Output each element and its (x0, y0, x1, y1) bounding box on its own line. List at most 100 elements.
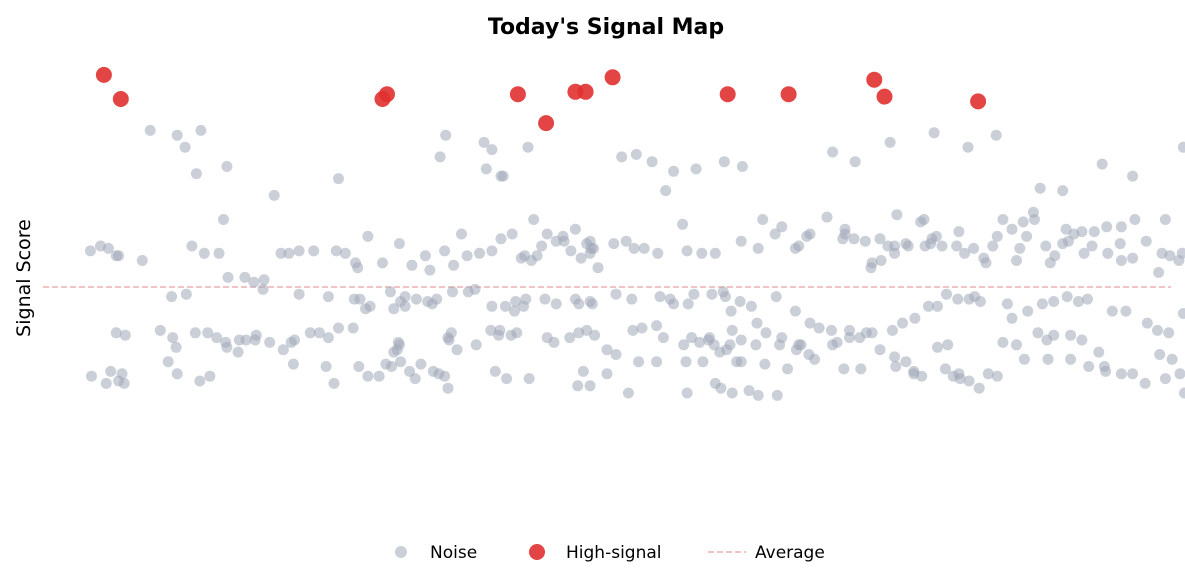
noise-point (198, 247, 210, 259)
noise-point (1127, 170, 1139, 182)
noise-point (523, 373, 535, 385)
noise-point (486, 245, 498, 257)
legend-high-signal-label: High-signal (566, 543, 662, 563)
noise-point (925, 238, 937, 250)
noise-point (362, 230, 374, 242)
noise-point (442, 382, 454, 394)
noise-point (509, 305, 520, 317)
noise-point (697, 356, 709, 368)
noise-point (86, 370, 97, 382)
noise-point (752, 242, 764, 254)
noise-point (162, 356, 174, 368)
noise-point (105, 365, 117, 377)
noise-point (1057, 238, 1069, 250)
noise-point (320, 361, 332, 372)
noise-point (221, 161, 233, 172)
noise-point (373, 370, 385, 382)
noise-point (963, 375, 975, 387)
noise-point (1120, 305, 1132, 317)
noise-point (304, 327, 316, 339)
noise-point (620, 235, 632, 247)
noise-point (681, 387, 693, 399)
noise-point (630, 148, 642, 160)
noise-point (506, 228, 518, 240)
noise-point (1011, 255, 1022, 266)
noise-point (179, 141, 191, 153)
noise-point (1018, 353, 1030, 365)
noise-point (660, 185, 672, 197)
noise-point (968, 242, 980, 254)
noise-point (750, 339, 762, 351)
noise-point (734, 296, 746, 307)
noise-point (451, 344, 463, 356)
noise-point (180, 288, 192, 300)
noise-point (974, 296, 986, 307)
y-axis-label: Signal Score (13, 219, 35, 337)
noise-point (745, 300, 757, 312)
noise-point (362, 370, 374, 382)
noise-point (1082, 293, 1093, 305)
high-signal-point (604, 69, 621, 86)
noise-point (889, 351, 901, 363)
noise-point (1139, 377, 1151, 389)
noise-point (589, 329, 601, 341)
noise-point (493, 329, 505, 341)
noise-point (277, 344, 289, 356)
noise-point (497, 170, 509, 182)
noise-point (668, 298, 680, 310)
noise-point (973, 382, 985, 394)
noise-point (456, 228, 467, 240)
noise-point (782, 363, 793, 375)
noise-point (1021, 230, 1033, 242)
noise-point (1014, 242, 1026, 254)
noise-point (608, 238, 620, 250)
noise-point (980, 257, 992, 269)
high-signal-point (970, 93, 987, 110)
high-signal-point (538, 115, 555, 132)
noise-point (1065, 329, 1077, 341)
noise-point (736, 161, 748, 172)
noise-point (1106, 305, 1118, 317)
noise-point (258, 274, 270, 286)
noise-point (586, 298, 598, 310)
noise-point (584, 235, 596, 247)
noise-point (511, 327, 523, 339)
high-signal-point (112, 91, 129, 107)
noise-point (601, 368, 613, 380)
noise-point (793, 240, 805, 252)
noise-point (735, 235, 747, 247)
noise-point (759, 358, 771, 370)
noise-point (874, 344, 886, 356)
noise-point (801, 230, 813, 242)
noise-point (1048, 329, 1060, 341)
high-signal-point (866, 71, 883, 88)
noise-point (1049, 250, 1061, 262)
noise-point (581, 324, 593, 336)
noise-point (1152, 324, 1163, 336)
noise-point (1102, 247, 1114, 259)
noise-point (1001, 298, 1013, 310)
noise-point (287, 358, 299, 370)
noise-point (293, 245, 305, 257)
noise-point (419, 250, 431, 262)
noise-point (760, 327, 772, 339)
noise-point (399, 300, 411, 312)
noise-point (651, 320, 663, 332)
noise-point (1006, 223, 1018, 235)
noise-point (1086, 240, 1098, 252)
noise-point (874, 233, 886, 245)
noise-point (189, 327, 201, 339)
noise-point (102, 242, 114, 254)
noise-point (771, 389, 783, 401)
noise-point (694, 336, 705, 348)
noise-point (680, 356, 692, 368)
noise-point (328, 377, 340, 389)
noise-point (354, 293, 366, 305)
noise-point (1127, 368, 1139, 380)
noise-point (1065, 353, 1077, 365)
points-layer (84, 66, 1185, 401)
noise-point (249, 334, 261, 346)
noise-point (1083, 361, 1095, 372)
noise-point (668, 165, 680, 177)
noise-point (339, 247, 351, 259)
